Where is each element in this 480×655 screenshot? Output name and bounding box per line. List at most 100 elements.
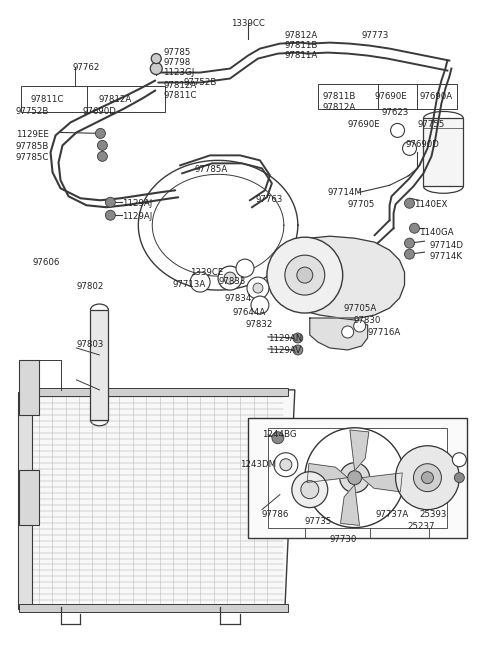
Polygon shape [278,236,405,318]
Text: 97690A: 97690A [420,92,453,102]
Bar [21,86,165,113]
Text: 1129EE: 1129EE [16,130,48,140]
Text: 97705: 97705 [348,200,375,209]
Circle shape [413,464,442,492]
Text: 97834: 97834 [224,294,252,303]
Text: 97690E: 97690E [348,121,381,130]
Polygon shape [21,390,295,609]
Circle shape [421,472,433,483]
Circle shape [253,283,263,293]
Polygon shape [340,485,360,525]
Text: 97752B: 97752B [183,77,216,86]
Text: 1339CE: 1339CE [190,268,224,277]
Text: 97798: 97798 [163,58,191,67]
Circle shape [106,210,115,220]
Text: 97606: 97606 [33,258,60,267]
Circle shape [354,320,366,332]
Text: 1129AJ: 1129AJ [122,212,153,221]
Circle shape [305,428,405,527]
Text: 25237: 25237 [408,521,435,531]
Circle shape [150,63,162,75]
Bar [268,428,447,527]
Bar [90,310,108,420]
Circle shape [97,140,108,151]
Bar [19,605,288,612]
Circle shape [285,255,325,295]
Circle shape [280,458,292,471]
Polygon shape [310,318,368,350]
Text: 97714K: 97714K [430,252,462,261]
Circle shape [293,345,303,355]
Text: 97812A: 97812A [163,81,196,90]
Text: 1140EX: 1140EX [415,200,448,209]
Text: 97832: 97832 [246,320,273,329]
Text: 97690E: 97690E [374,92,408,102]
Bar [18,392,32,609]
Circle shape [342,326,354,338]
Text: 97755: 97755 [418,121,445,130]
Circle shape [236,259,254,277]
Circle shape [455,473,464,483]
Text: 97773: 97773 [361,31,389,40]
Text: 97737A: 97737A [376,510,409,519]
Text: 1339CC: 1339CC [231,18,265,28]
Polygon shape [307,464,348,483]
Text: 97785C: 97785C [16,153,49,162]
Circle shape [251,296,269,314]
Circle shape [218,266,242,290]
Text: 97690D: 97690D [406,140,439,149]
Text: 97752B: 97752B [16,107,49,117]
Polygon shape [361,473,402,492]
Text: 97803: 97803 [76,340,104,349]
Text: 97690D: 97690D [83,107,116,117]
Bar [423,119,463,186]
Text: 97811B: 97811B [285,41,318,50]
Circle shape [396,446,459,510]
Text: 97811B: 97811B [323,92,356,102]
Text: 97811C: 97811C [163,90,197,100]
Text: 97644A: 97644A [232,308,265,317]
Text: 97811C: 97811C [31,96,64,105]
Text: 97812A: 97812A [98,96,132,105]
Text: 97802: 97802 [76,282,104,291]
Circle shape [405,238,415,248]
Text: 97812A: 97812A [323,103,356,113]
Circle shape [274,453,298,477]
Text: 97785B: 97785B [16,142,49,151]
Circle shape [267,237,343,313]
Circle shape [340,462,370,493]
Circle shape [151,54,161,64]
Bar [318,84,457,109]
Text: 97735: 97735 [305,517,332,525]
Circle shape [272,432,284,443]
Circle shape [391,123,405,138]
Circle shape [452,453,467,467]
Circle shape [348,471,361,485]
Circle shape [292,472,328,508]
Text: 97716A: 97716A [368,328,401,337]
Text: 25393: 25393 [420,510,447,519]
Circle shape [297,267,313,283]
Polygon shape [350,430,369,471]
Circle shape [293,333,303,343]
Text: 97762: 97762 [72,63,100,71]
Text: 97830: 97830 [354,316,381,325]
Text: 97786: 97786 [262,510,289,519]
Circle shape [247,277,269,299]
Circle shape [405,198,415,208]
Text: 97811A: 97811A [285,50,318,60]
Circle shape [96,128,106,138]
Circle shape [190,272,210,292]
Text: 97714D: 97714D [430,241,464,250]
Bar [19,360,38,415]
Circle shape [405,249,415,259]
Circle shape [97,151,108,161]
Text: 1129AJ: 1129AJ [122,199,153,208]
Circle shape [224,272,236,284]
Text: 97713A: 97713A [172,280,205,289]
Text: 97623: 97623 [382,109,409,117]
Text: 97730: 97730 [330,534,357,544]
Text: 97705A: 97705A [344,304,377,313]
Bar [19,470,38,525]
Text: 97785A: 97785A [194,165,228,174]
